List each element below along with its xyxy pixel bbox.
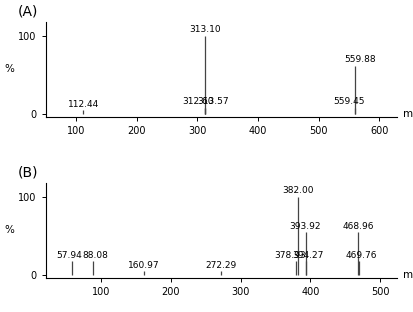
Text: 313.57: 313.57 bbox=[197, 97, 228, 106]
Text: 160.97: 160.97 bbox=[128, 261, 159, 270]
Text: 394.27: 394.27 bbox=[291, 251, 323, 260]
Text: 469.76: 469.76 bbox=[345, 251, 377, 260]
Text: m/z: m/z bbox=[402, 109, 413, 119]
Text: 272.29: 272.29 bbox=[205, 261, 236, 270]
Text: 393.92: 393.92 bbox=[288, 222, 320, 231]
Text: 312.60: 312.60 bbox=[181, 97, 213, 106]
Text: 112.44: 112.44 bbox=[68, 100, 99, 109]
Text: 57.94: 57.94 bbox=[56, 251, 82, 260]
Text: 468.96: 468.96 bbox=[342, 222, 373, 231]
Text: 88.08: 88.08 bbox=[83, 251, 109, 260]
Text: (B): (B) bbox=[17, 166, 38, 180]
Text: (A): (A) bbox=[17, 5, 38, 19]
Y-axis label: %: % bbox=[5, 225, 15, 235]
Text: 378.93: 378.93 bbox=[273, 251, 305, 260]
Text: m/z: m/z bbox=[402, 270, 413, 280]
Text: 559.45: 559.45 bbox=[332, 97, 363, 106]
Text: 559.88: 559.88 bbox=[343, 55, 375, 64]
Text: 313.10: 313.10 bbox=[189, 25, 221, 34]
Y-axis label: %: % bbox=[5, 64, 15, 74]
Text: 382.00: 382.00 bbox=[281, 187, 313, 195]
